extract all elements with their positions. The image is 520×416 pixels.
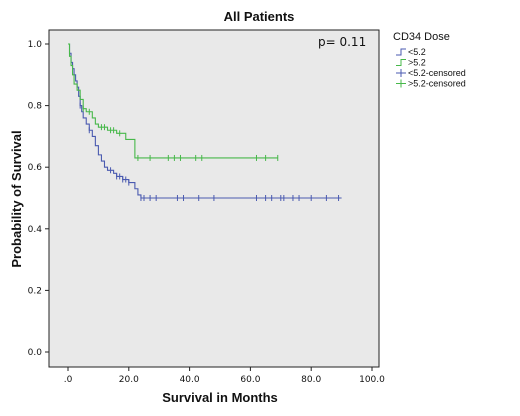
x-axis: .0 20.0 40.0 60.0 80.0 100.0 bbox=[64, 367, 385, 385]
legend-swatch-1 bbox=[396, 48, 406, 56]
series-line-2 bbox=[68, 43, 278, 159]
x-tick-label: 80.0 bbox=[301, 375, 321, 385]
x-axis-label: Survival in Months bbox=[162, 390, 278, 405]
legend-swatch-3 bbox=[396, 69, 406, 77]
x-tick-label: 60.0 bbox=[240, 375, 260, 385]
chart-title: All Patients bbox=[224, 9, 295, 24]
legend-label-2: >5.2 bbox=[408, 58, 426, 68]
y-tick-label: 0.0 bbox=[28, 348, 43, 358]
y-tick-label: 0.6 bbox=[28, 163, 43, 173]
series-layer bbox=[68, 43, 342, 201]
p-value-annotation: p= 0.11 bbox=[318, 35, 366, 49]
legend: CD34 Dose <5.2>5.2<5.2-censored>5.2-cens… bbox=[393, 31, 466, 89]
y-tick-label: 0.4 bbox=[28, 225, 43, 235]
legend-label-1: <5.2 bbox=[408, 47, 426, 57]
x-tick-label: .0 bbox=[64, 375, 73, 385]
x-tick-label: 40.0 bbox=[180, 375, 200, 385]
legend-swatch-4 bbox=[396, 79, 406, 88]
x-tick-label: 20.0 bbox=[119, 375, 139, 385]
legend-entries: <5.2>5.2<5.2-censored>5.2-censored bbox=[396, 47, 466, 89]
y-axis-label: Probability of Survival bbox=[9, 130, 24, 267]
y-axis: 0.0 0.2 0.4 0.6 0.8 1.0 bbox=[28, 40, 49, 358]
x-tick-label: 100.0 bbox=[359, 375, 385, 385]
y-tick-label: 0.8 bbox=[28, 102, 43, 112]
legend-title: CD34 Dose bbox=[393, 31, 450, 43]
y-tick-label: 0.2 bbox=[28, 286, 42, 296]
legend-swatch-2 bbox=[396, 59, 406, 66]
y-tick-label: 1.0 bbox=[28, 40, 43, 50]
legend-label-4: >5.2-censored bbox=[408, 79, 466, 89]
legend-label-3: <5.2-censored bbox=[408, 68, 466, 78]
